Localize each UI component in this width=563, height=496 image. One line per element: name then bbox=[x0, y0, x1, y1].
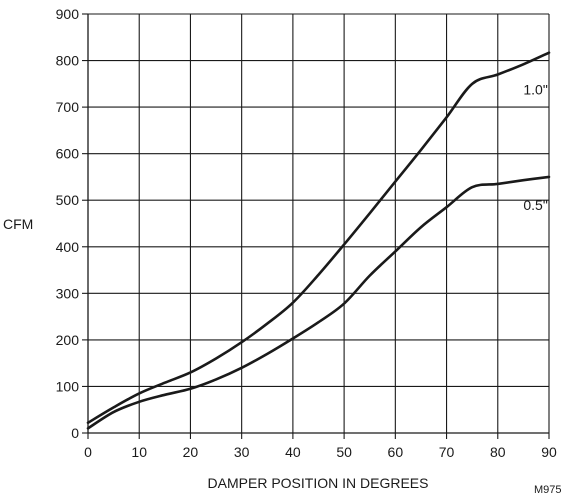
series-label-1: 0.5" bbox=[523, 197, 547, 213]
y-tick-label: 200 bbox=[56, 332, 80, 348]
y-axis-title: CFM bbox=[3, 216, 33, 232]
x-axis-title: DAMPER POSITION IN DEGREES bbox=[208, 475, 429, 491]
y-tick-label: 400 bbox=[56, 239, 80, 255]
x-tick-label: 80 bbox=[490, 444, 506, 460]
y-tick-label: 700 bbox=[56, 99, 80, 115]
x-tick-label: 40 bbox=[285, 444, 301, 460]
axes bbox=[82, 13, 550, 439]
series-line-0 bbox=[86, 51, 551, 425]
series-line-1 bbox=[86, 175, 551, 430]
x-tick-label: 70 bbox=[439, 444, 455, 460]
x-tick-label: 60 bbox=[388, 444, 404, 460]
series-lines bbox=[86, 51, 551, 430]
x-tick-label: 10 bbox=[131, 444, 147, 460]
series-label-0: 1.0" bbox=[523, 81, 547, 97]
y-tick-label: 300 bbox=[56, 285, 80, 301]
y-tick-label: 600 bbox=[56, 146, 80, 162]
y-tick-label: 800 bbox=[56, 53, 80, 69]
y-tick-label: 100 bbox=[56, 378, 80, 394]
x-tick-label: 30 bbox=[234, 444, 250, 460]
y-tick-label: 0 bbox=[71, 425, 79, 441]
grid bbox=[88, 13, 550, 433]
labels: CFM DAMPER POSITION IN DEGREES M975 0100… bbox=[3, 6, 562, 496]
figure-id: M975 bbox=[534, 484, 562, 496]
y-tick-label: 900 bbox=[56, 6, 80, 22]
x-tick-label: 0 bbox=[84, 444, 92, 460]
x-tick-label: 20 bbox=[183, 444, 199, 460]
x-tick-label: 90 bbox=[541, 444, 557, 460]
y-tick-label: 500 bbox=[56, 192, 80, 208]
x-tick-label: 50 bbox=[336, 444, 352, 460]
